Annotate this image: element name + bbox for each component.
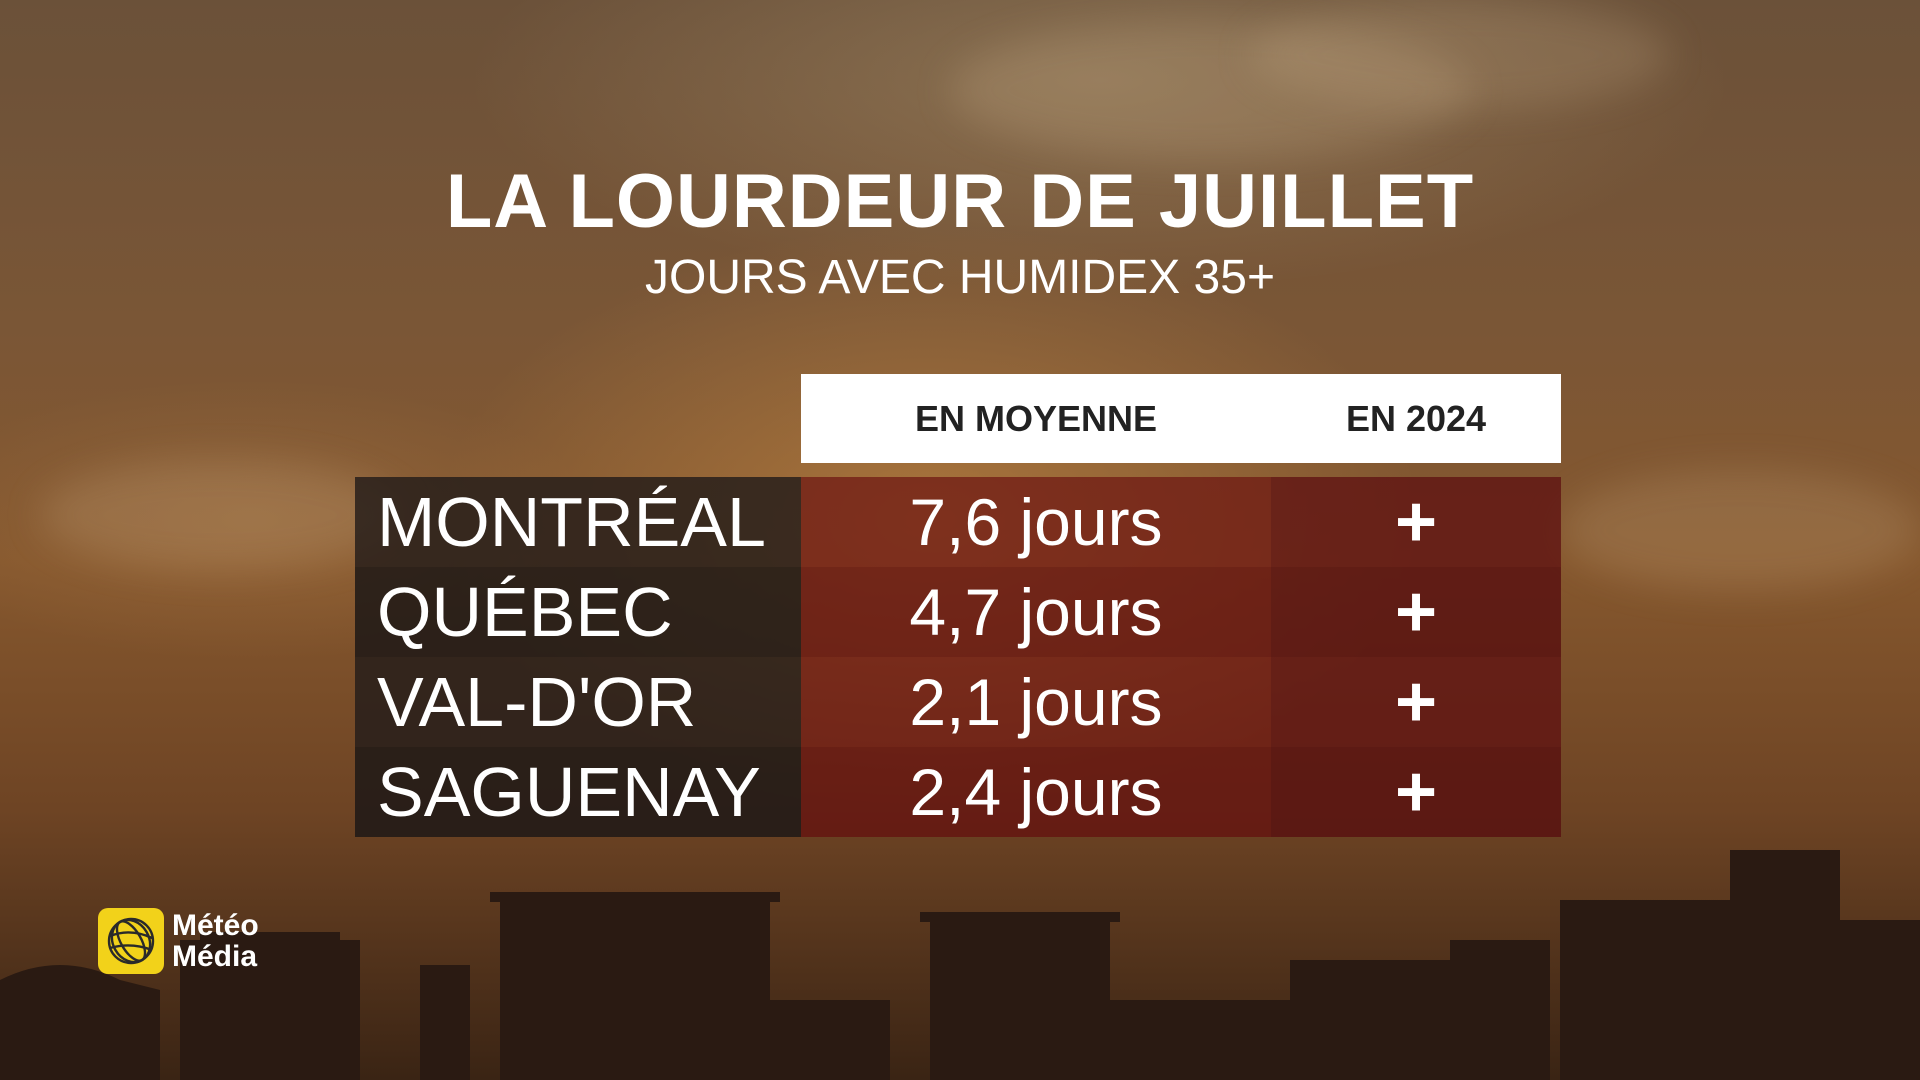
city-name: SAGUENAY <box>355 747 801 837</box>
year-2024-value: + <box>1271 567 1561 657</box>
meteomedia-globe-icon <box>98 908 164 974</box>
cloud <box>1560 470 1920 590</box>
humidex-table: MONTRÉAL 7,6 jours + QUÉBEC 4,7 jours + … <box>355 477 1561 837</box>
average-days: 2,1 jours <box>801 657 1271 747</box>
average-days: 7,6 jours <box>801 477 1271 567</box>
table-row: VAL-D'OR 2,1 jours + <box>355 657 1561 747</box>
logo-line-1: Météo <box>172 909 259 942</box>
meteomedia-wordmark: Météo Média <box>172 910 259 972</box>
cloud <box>1250 0 1670 110</box>
year-2024-value: + <box>1271 477 1561 567</box>
header-2024: EN 2024 <box>1345 397 1487 439</box>
table-header: EN MOYENNE EN 2024 <box>801 374 1561 463</box>
year-2024-value: + <box>1271 657 1561 747</box>
header-average: EN MOYENNE <box>914 397 1158 439</box>
city-name: MONTRÉAL <box>355 477 801 567</box>
cloud <box>40 460 400 570</box>
title-block: LA LOURDEUR DE JUILLET JOURS AVEC HUMIDE… <box>0 160 1920 306</box>
table-row: MONTRÉAL 7,6 jours + <box>355 477 1561 567</box>
meteomedia-logo: Météo Média <box>98 908 259 974</box>
page-title: LA LOURDEUR DE JUILLET <box>445 159 1475 244</box>
city-name: QUÉBEC <box>355 567 801 657</box>
average-days: 2,4 jours <box>801 747 1271 837</box>
city-skyline-silhouette <box>0 850 1920 1080</box>
logo-line-2: Média <box>172 940 258 973</box>
table-row: SAGUENAY 2,4 jours + <box>355 747 1561 837</box>
average-days: 4,7 jours <box>801 567 1271 657</box>
table-row: QUÉBEC 4,7 jours + <box>355 567 1561 657</box>
city-name: VAL-D'OR <box>355 657 801 747</box>
year-2024-value: + <box>1271 747 1561 837</box>
cloud <box>950 20 1470 160</box>
page-subtitle: JOURS AVEC HUMIDEX 35+ <box>645 251 1275 304</box>
